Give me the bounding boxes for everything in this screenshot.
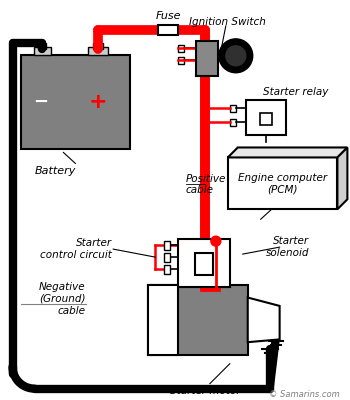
Text: Starter relay: Starter relay: [263, 87, 328, 97]
Bar: [34, 47, 51, 55]
Bar: [148, 285, 178, 355]
Polygon shape: [248, 298, 280, 342]
Bar: [148, 285, 248, 355]
Text: Negative
(Ground)
cable: Negative (Ground) cable: [39, 282, 85, 316]
Text: Battery: Battery: [35, 166, 76, 176]
Text: Ignition Switch: Ignition Switch: [189, 17, 266, 27]
Bar: [93, 43, 103, 49]
Polygon shape: [228, 148, 348, 158]
Bar: [158, 25, 178, 35]
Bar: [228, 158, 337, 209]
Text: © Samarins.com: © Samarins.com: [269, 390, 340, 399]
Circle shape: [226, 46, 246, 66]
Bar: [195, 253, 213, 275]
Bar: [196, 41, 218, 76]
Bar: [260, 112, 272, 124]
Text: Starter motor: Starter motor: [170, 386, 240, 396]
Bar: [178, 239, 230, 287]
Bar: [178, 45, 184, 52]
Text: +: +: [89, 92, 107, 112]
Circle shape: [219, 39, 253, 73]
Bar: [164, 241, 170, 250]
Bar: [164, 253, 170, 262]
Text: Starter
solenoid: Starter solenoid: [266, 236, 309, 258]
Bar: [230, 118, 236, 126]
Bar: [88, 47, 108, 55]
Bar: [38, 43, 47, 49]
Text: Starter
control circuit: Starter control circuit: [40, 238, 112, 260]
Circle shape: [211, 236, 221, 246]
Bar: [21, 55, 130, 150]
Bar: [230, 105, 236, 112]
Text: Fuse: Fuse: [155, 11, 181, 21]
Text: −: −: [33, 93, 48, 111]
Bar: [178, 57, 184, 64]
Bar: [246, 100, 286, 134]
Text: Engine computer
(PCM): Engine computer (PCM): [238, 172, 327, 194]
Bar: [164, 265, 170, 274]
Text: Positive
cable: Positive cable: [186, 174, 226, 195]
Polygon shape: [337, 148, 348, 209]
